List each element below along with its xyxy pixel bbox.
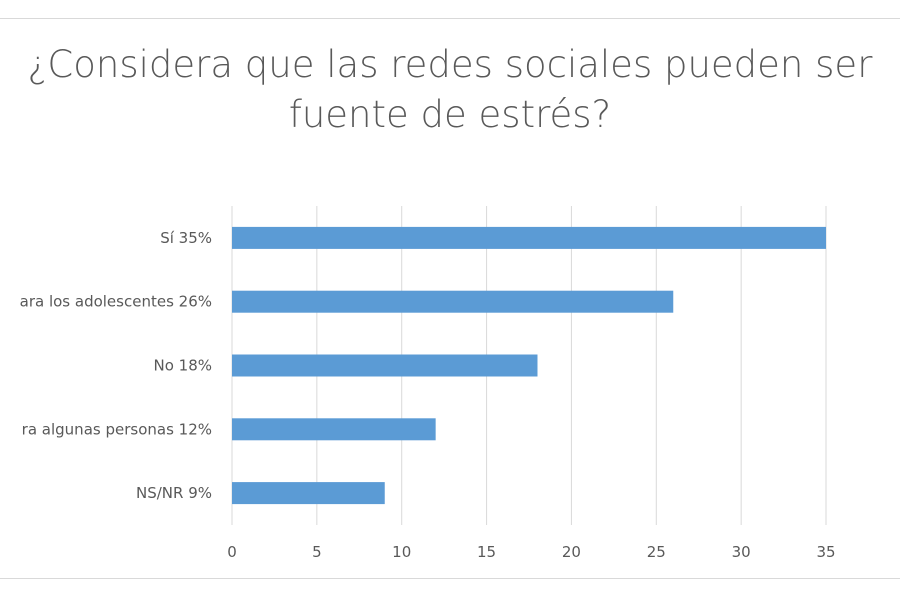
bar <box>232 354 538 377</box>
x-tick-label: 10 <box>392 543 411 561</box>
bar <box>232 418 436 441</box>
category-label: No 18% <box>153 357 212 375</box>
bar <box>232 290 674 313</box>
chart-title-line-2: fuente de estrés? <box>288 93 612 136</box>
x-tick-label: 35 <box>816 543 835 561</box>
category-label: Sí 35% <box>160 229 212 247</box>
category-label: ra algunas personas 12% <box>22 420 212 438</box>
x-tick-label: 25 <box>647 543 666 561</box>
bar <box>232 226 826 249</box>
bar <box>232 482 385 505</box>
x-tick-label: 0 <box>227 543 237 561</box>
category-label: ara los adolescentes 26% <box>20 293 212 311</box>
category-label: NS/NR 9% <box>136 484 212 502</box>
x-tick-label: 5 <box>312 543 322 561</box>
chart-title: ¿Considera que las redes sociales pueden… <box>0 40 900 140</box>
bottom-border <box>0 578 900 579</box>
x-tick-label: 30 <box>732 543 751 561</box>
top-border <box>0 18 900 19</box>
x-tick-label: 20 <box>562 543 581 561</box>
x-tick-label: 15 <box>477 543 496 561</box>
chart-title-line-1: ¿Considera que las redes sociales pueden… <box>27 43 873 86</box>
